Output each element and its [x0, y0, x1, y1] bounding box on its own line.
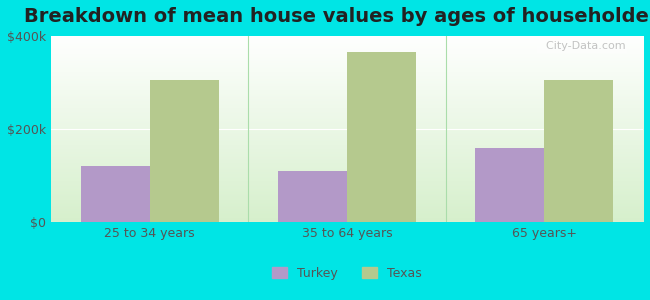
Legend: Turkey, Texas: Turkey, Texas — [266, 262, 427, 285]
Bar — [150, 80, 218, 222]
Bar — [278, 171, 347, 222]
Bar — [81, 166, 150, 222]
Bar — [347, 52, 416, 222]
Title: Breakdown of mean house values by ages of householders: Breakdown of mean house values by ages o… — [24, 7, 650, 26]
Bar — [475, 148, 544, 222]
Text: City-Data.com: City-Data.com — [539, 41, 625, 51]
Bar — [544, 80, 614, 222]
